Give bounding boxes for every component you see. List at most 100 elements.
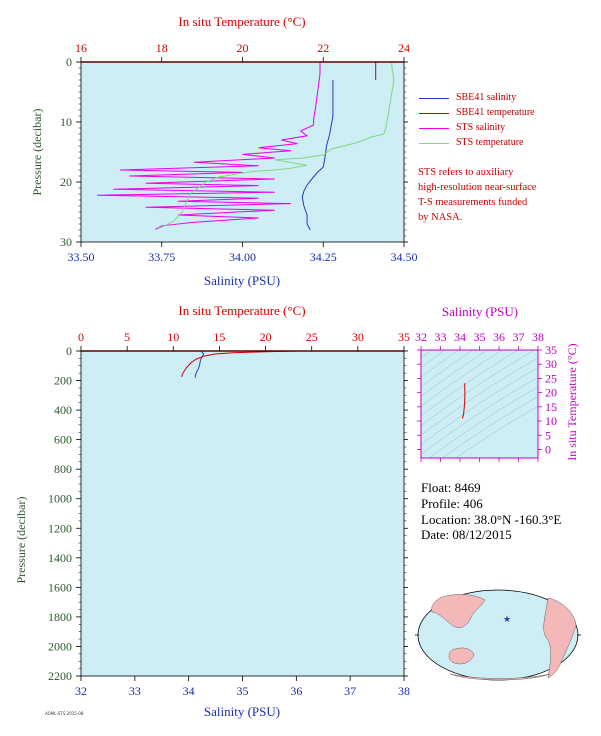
density-contour bbox=[421, 350, 459, 378]
legend-line-sts-salinity bbox=[419, 128, 449, 129]
ts-temp-tick-label: 0 bbox=[545, 442, 551, 456]
density-contour bbox=[421, 350, 536, 426]
temp-tick-label: 35 bbox=[398, 330, 410, 344]
bottom-plot-background bbox=[81, 351, 404, 676]
sts-note-line: STS refers to auxiliary bbox=[418, 167, 514, 178]
series-sts-temperature bbox=[157, 62, 395, 230]
legend-label-sts-salinity: STS salinity bbox=[456, 122, 506, 133]
pressure-tick-label: 200 bbox=[54, 374, 72, 388]
sal-tick-label: 33.75 bbox=[148, 250, 175, 264]
density-contour bbox=[421, 350, 503, 407]
float-location-marker: ★ bbox=[503, 614, 511, 624]
density-contour bbox=[421, 350, 474, 388]
sal-tick-label: 34.25 bbox=[310, 250, 337, 264]
legend-line-sts-temperature bbox=[419, 143, 449, 144]
ts-temp-tick-label: 35 bbox=[545, 343, 557, 357]
ts-temp-tick-label: 15 bbox=[545, 400, 557, 414]
map-landmass-americas bbox=[543, 597, 577, 679]
sts-note-line: T-S measurements funded bbox=[418, 197, 528, 208]
ts-sal-tick-label: 36 bbox=[493, 330, 505, 344]
temp-tick-label: 30 bbox=[352, 330, 364, 344]
density-contour bbox=[421, 367, 538, 446]
density-contour bbox=[428, 386, 538, 458]
density-contour bbox=[421, 350, 519, 417]
sts-note-line: high-resolution near-surface bbox=[418, 182, 537, 193]
footer-credit: AOML-STS 2015-08 bbox=[45, 711, 84, 716]
bottom-pressure-axis-title: Pressure (decibar) bbox=[14, 497, 28, 584]
ts-profile-line bbox=[461, 383, 466, 419]
pressure-tick-label: 30 bbox=[60, 235, 72, 249]
pressure-tick-label: 400 bbox=[54, 403, 72, 417]
ts-temp-axis-title: In situ Temperature (°C) bbox=[565, 343, 579, 460]
float-location: Location: 38.0°N -160.3°E bbox=[421, 512, 562, 527]
top-panel: 16 18 20 22 24 33.50 33.75 34.00 34.25 34.50 0 10 20… bbox=[30, 14, 418, 288]
ts-sal-tick-label: 38 bbox=[532, 330, 544, 344]
top-pressure-axis-title: Pressure (decibar) bbox=[30, 109, 44, 196]
pressure-tick-label: 0 bbox=[66, 344, 72, 358]
ts-sal-tick-label: 33 bbox=[435, 330, 447, 344]
series-sbe41-salinity bbox=[194, 351, 205, 378]
sal-tick-label: 35 bbox=[237, 684, 249, 698]
map-landmass-australia bbox=[448, 647, 475, 665]
ts-series-group bbox=[461, 383, 466, 419]
pressure-tick-label: 1400 bbox=[48, 551, 72, 565]
series-sbe41-temperature bbox=[181, 350, 297, 378]
bottom-temp-axis-title: In situ Temperature (°C) bbox=[178, 303, 305, 318]
profile-date: Date: 08/12/2015 bbox=[421, 527, 512, 542]
pressure-tick-label: 1800 bbox=[48, 610, 72, 624]
top-axis-ticks: 16 18 20 22 24 33.50 33.75 34.00 34.25 34.50 0 10 20… bbox=[60, 41, 418, 264]
legend-label-sbe41-temperature: SBE41 temperature bbox=[456, 107, 535, 118]
temp-tick-label: 18 bbox=[156, 41, 168, 55]
pressure-tick-label: 800 bbox=[54, 462, 72, 476]
ts-sal-tick-label: 37 bbox=[513, 330, 525, 344]
ts-temp-tick-label: 20 bbox=[545, 386, 557, 400]
pressure-tick-label: 0 bbox=[66, 55, 72, 69]
pressure-tick-label: 1200 bbox=[48, 521, 72, 535]
legend-line-sbe41-salinity bbox=[419, 98, 449, 99]
ts-sal-tick-label: 32 bbox=[415, 330, 427, 344]
pressure-tick-label: 2000 bbox=[48, 639, 72, 653]
bottom-axis-ticks: 0 5 10 15 20 25 30 35 32 33 34 35 36 37 38 0 200 400 600 80… bbox=[48, 330, 410, 698]
temp-tick-label: 22 bbox=[317, 41, 329, 55]
ts-sal-axis-title: Salinity (PSU) bbox=[442, 304, 518, 319]
temp-tick-label: 24 bbox=[398, 41, 410, 55]
temp-tick-label: 15 bbox=[213, 330, 225, 344]
sts-note-line: by NASA. bbox=[418, 212, 463, 223]
sal-tick-label: 37 bbox=[344, 684, 356, 698]
legend-label-sbe41-salinity: SBE41 salinity bbox=[456, 92, 517, 103]
top-temp-axis-title: In situ Temperature (°C) bbox=[178, 14, 305, 29]
bottom-sal-axis-title: Salinity (PSU) bbox=[204, 704, 280, 719]
legend-label-sts-temperature: STS temperature bbox=[456, 137, 524, 148]
ts-density-contours bbox=[421, 350, 538, 458]
ts-temp-tick-label: 5 bbox=[545, 428, 551, 442]
ts-sal-tick-label: 34 bbox=[454, 330, 466, 344]
top-sal-axis-title: Salinity (PSU) bbox=[204, 273, 280, 288]
density-contour bbox=[421, 377, 538, 455]
sal-tick-label: 34.50 bbox=[391, 250, 418, 264]
legend-line-sbe41-temperature bbox=[419, 113, 449, 114]
density-contour bbox=[455, 406, 538, 458]
sal-tick-label: 32 bbox=[75, 684, 87, 698]
temp-tick-label: 25 bbox=[306, 330, 318, 344]
ts-sal-tick-label: 35 bbox=[474, 330, 486, 344]
ts-temp-tick-label: 25 bbox=[545, 371, 557, 385]
pressure-tick-label: 600 bbox=[54, 433, 72, 447]
pressure-tick-label: 2200 bbox=[48, 669, 72, 683]
density-contour bbox=[421, 357, 538, 436]
ts-plot-background bbox=[421, 350, 538, 458]
map-landmass-antarctica bbox=[449, 673, 551, 681]
world-map-inset: ★ bbox=[415, 589, 581, 681]
sal-tick-label: 34.00 bbox=[229, 250, 256, 264]
density-contour bbox=[421, 350, 446, 368]
temp-tick-label: 0 bbox=[78, 330, 84, 344]
pressure-tick-label: 1000 bbox=[48, 492, 72, 506]
ts-temp-tick-label: 10 bbox=[545, 414, 557, 428]
pressure-tick-label: 20 bbox=[60, 175, 72, 189]
map-landmass-asia bbox=[431, 594, 486, 628]
temp-tick-label: 10 bbox=[167, 330, 179, 344]
series-sbe41-salinity bbox=[301, 80, 334, 231]
sal-tick-label: 38 bbox=[398, 684, 410, 698]
density-contour bbox=[421, 350, 488, 397]
pressure-tick-label: 1600 bbox=[48, 580, 72, 594]
